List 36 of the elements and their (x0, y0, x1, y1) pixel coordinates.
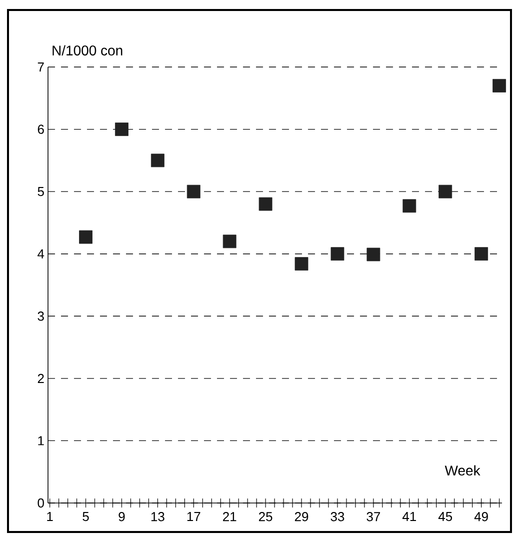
y-tick-label: 0 (38, 498, 44, 508)
x-tick-label: 17 (187, 512, 200, 521)
x-tick-label: 33 (330, 512, 344, 522)
point (438, 184, 452, 198)
x-tick-label: 37 (366, 512, 380, 522)
x-tick-label: 5 (82, 512, 89, 522)
x-tick-label: 41 (402, 512, 416, 521)
point (402, 199, 416, 213)
y-tick-label: 3 (38, 312, 44, 321)
point (115, 122, 128, 136)
x-tick-label: 21 (223, 512, 236, 522)
point (366, 248, 380, 262)
x-tick-label: 25 (258, 512, 272, 522)
x-tick-label: 13 (151, 512, 164, 522)
point (492, 78, 506, 92)
y-tick-label: 2 (38, 374, 44, 383)
y-tick-label: 4 (38, 249, 44, 258)
x-tick-label: 1 (47, 512, 53, 521)
y-tick-label: 7 (38, 62, 44, 72)
x-tick-label: 29 (294, 512, 308, 522)
point (222, 234, 236, 248)
point (79, 230, 92, 244)
x-tick-label: 9 (118, 512, 125, 522)
point (330, 247, 344, 261)
point (258, 197, 272, 211)
point (186, 184, 200, 198)
y-axis-title: N/1000 con (52, 45, 122, 56)
point (474, 247, 488, 261)
x-tick-label: 45 (438, 512, 452, 522)
x-axis-title: Week (444, 465, 480, 476)
x-tick-label: 49 (474, 512, 488, 522)
point (294, 257, 308, 271)
y-tick-label: 1 (38, 436, 44, 446)
point (150, 154, 164, 168)
y-tick-label: 5 (38, 187, 44, 196)
y-tick-label: 6 (38, 124, 44, 134)
